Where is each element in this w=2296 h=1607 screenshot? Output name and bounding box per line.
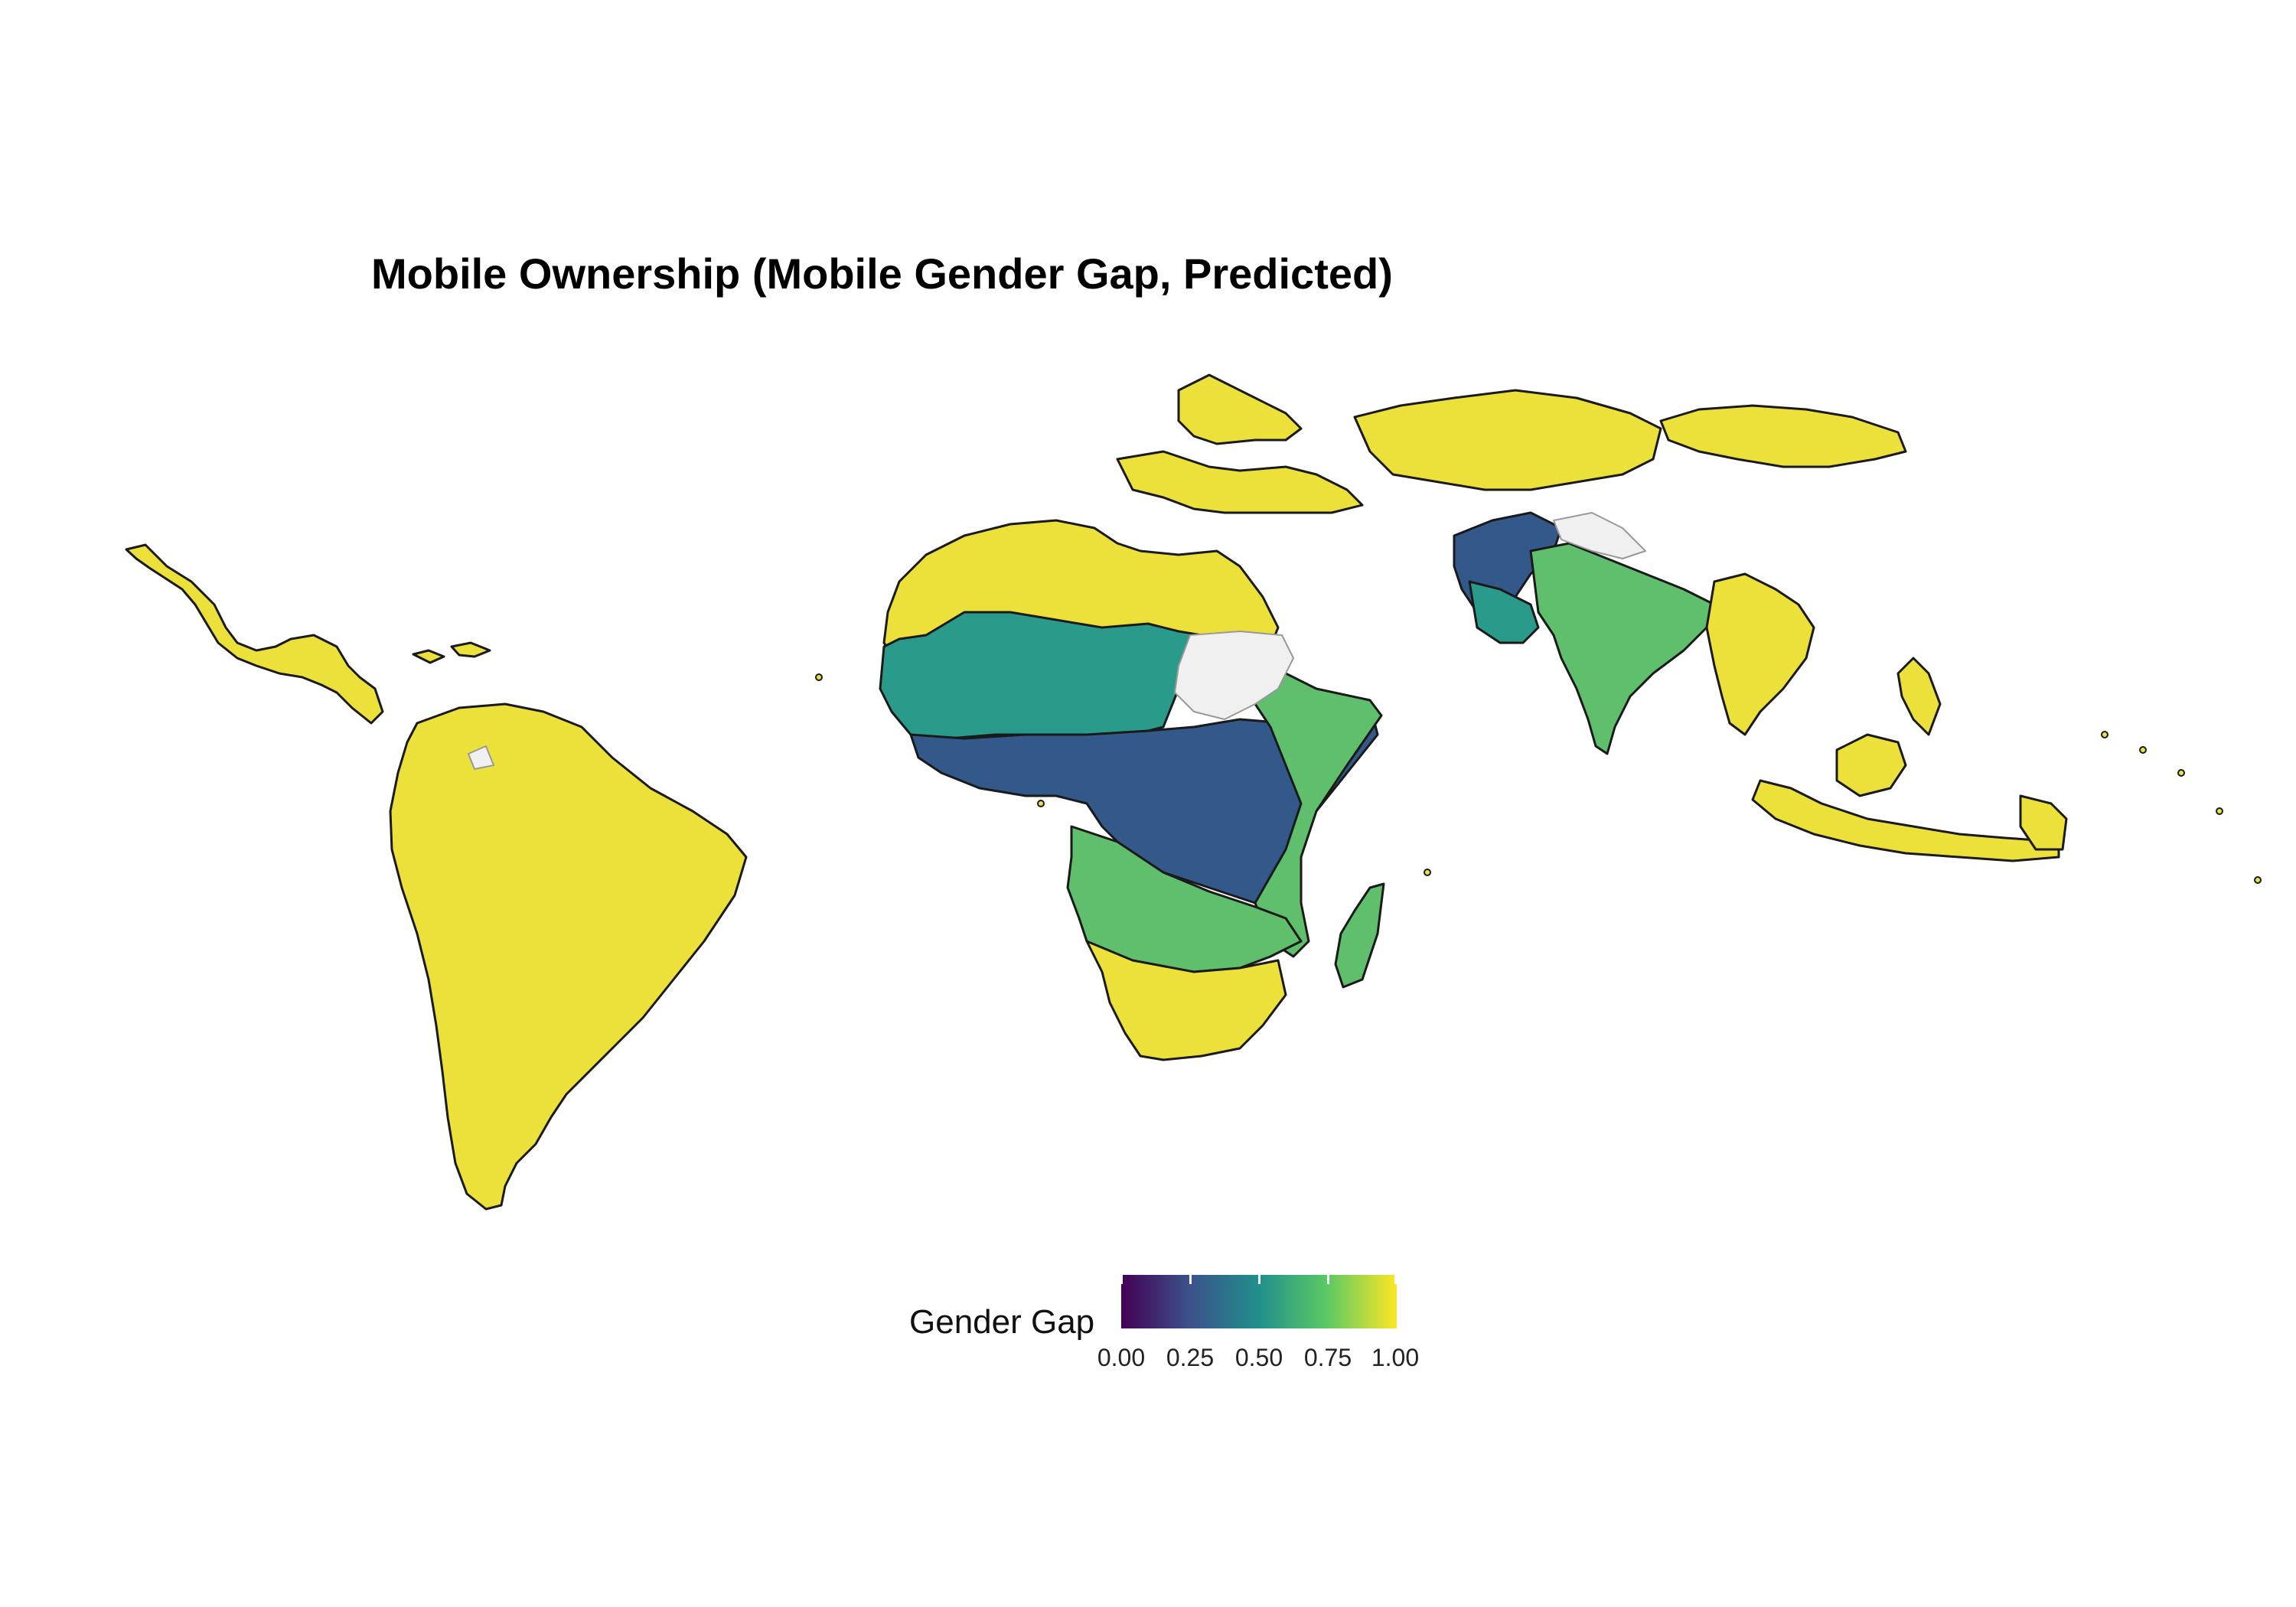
legend-tick-mark: [1189, 1275, 1192, 1284]
island-mark: [2254, 876, 2262, 884]
legend-tick-mark: [1327, 1275, 1329, 1284]
region-himalaya: [1553, 512, 1646, 559]
island-mark: [2139, 746, 2147, 754]
region-east-africa: [1238, 657, 1383, 958]
region-indonesia: [1751, 779, 2060, 862]
region-papua: [2019, 794, 2068, 851]
region-southeast-asia: [1705, 572, 1815, 736]
region-borneo: [1835, 733, 1907, 797]
legend-tick-mark: [1394, 1275, 1397, 1284]
region-mongolia: [1659, 404, 1907, 468]
legend-tick-mark: [1258, 1275, 1261, 1284]
region-caribbean: [412, 641, 491, 664]
island-mark: [2216, 807, 2223, 815]
region-india: [1529, 542, 1716, 755]
island-mark: [2177, 769, 2185, 777]
region-no-data-venezuela: [468, 745, 494, 770]
region-no-data-sudan: [1174, 631, 1294, 720]
region-central-america: [125, 543, 384, 725]
region-madagascar: [1334, 882, 1385, 989]
island-mark: [2101, 731, 2108, 738]
region-turkey-caucasus: [1116, 450, 1364, 514]
region-philippines: [1896, 657, 1942, 736]
island-mark: [1037, 800, 1045, 807]
island-mark: [815, 673, 823, 681]
legend-colorbar: [1120, 1275, 1397, 1328]
legend-tick-label: 0.75: [1303, 1344, 1352, 1371]
legend-title: Gender Gap: [909, 1303, 1095, 1341]
island-mark: [1424, 869, 1431, 876]
region-ukraine-belarus: [1177, 373, 1303, 445]
legend-tick-label: 0.00: [1097, 1344, 1146, 1371]
legend-tick-mark: [1120, 1275, 1123, 1284]
region-central-asia: [1353, 389, 1662, 491]
legend-tick-label: 0.25: [1166, 1344, 1215, 1371]
region-south-america: [389, 702, 748, 1211]
page-title: Mobile Ownership (Mobile Gender Gap, Pre…: [371, 249, 1393, 298]
legend-tick-label: 1.00: [1371, 1344, 1420, 1371]
region-southern-africa: [1085, 940, 1287, 1061]
legend-tick-label: 0.50: [1234, 1344, 1283, 1371]
region-pakistan-south: [1468, 580, 1540, 644]
